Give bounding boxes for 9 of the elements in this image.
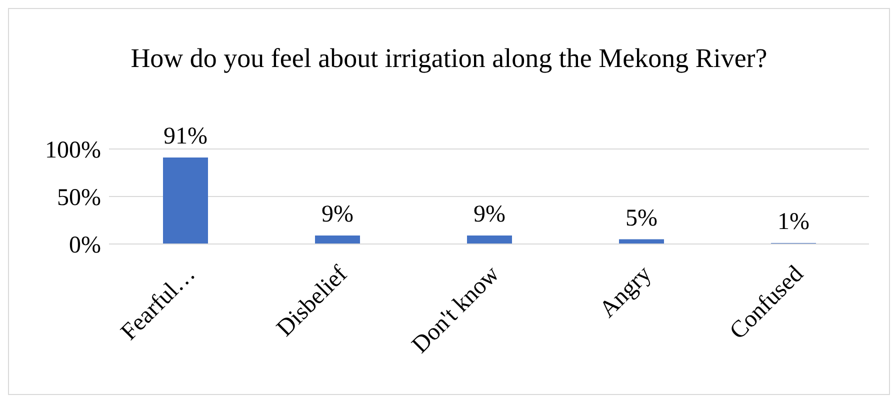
data-label: 91% bbox=[164, 124, 208, 150]
chart-title: How do you feel about irrigation along the Mekong River? bbox=[130, 42, 768, 75]
data-label: 9% bbox=[474, 201, 506, 228]
y-tick-label: 0% bbox=[69, 232, 101, 259]
y-tick-label: 50% bbox=[57, 185, 101, 212]
data-label: 9% bbox=[322, 201, 354, 228]
data-label: 1% bbox=[778, 209, 810, 236]
y-tick-label: 100% bbox=[45, 138, 101, 164]
data-label: 5% bbox=[626, 205, 658, 232]
